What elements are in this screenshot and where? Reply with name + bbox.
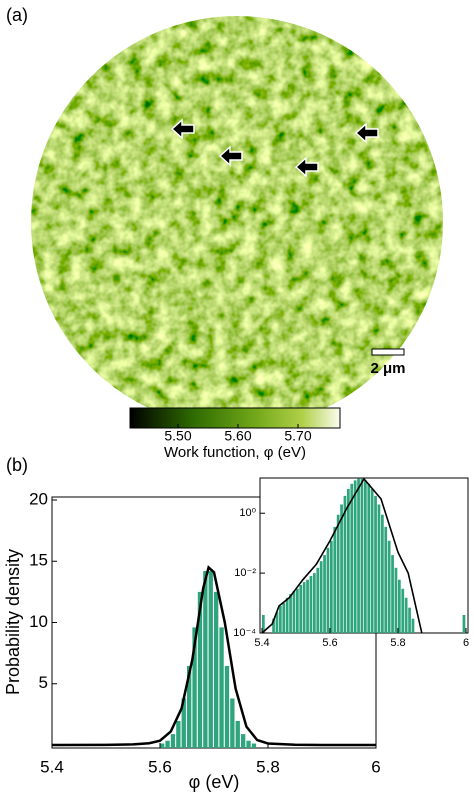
histogram-bar — [347, 488, 350, 633]
histogram-bar — [360, 478, 364, 633]
histogram-bar — [241, 734, 246, 748]
x-tick-label: 5.4 — [254, 637, 269, 649]
histogram-bar — [285, 597, 289, 633]
colorbar-tick-label: 5.60 — [224, 428, 251, 444]
colorbar-tick-label: 5.50 — [164, 428, 191, 444]
y-tick-label: 10⁻⁴ — [233, 627, 256, 639]
histogram-bar — [302, 582, 306, 633]
histogram-bar — [192, 627, 197, 748]
histogram-bar — [299, 585, 303, 633]
histogram-bar — [384, 526, 388, 633]
histogram-bar — [219, 627, 224, 748]
histogram-bar — [208, 571, 213, 748]
histogram-bar — [306, 579, 309, 633]
histogram-bar — [330, 540, 333, 633]
histogram-bar — [343, 495, 347, 633]
x-tick-label: 5.4 — [40, 757, 64, 776]
histogram-bar — [350, 483, 354, 633]
histogram-bar — [289, 594, 292, 633]
histogram-bar — [224, 665, 230, 748]
histogram-bar — [230, 698, 235, 748]
work-function-map — [31, 16, 443, 428]
histogram-bar — [160, 743, 165, 748]
y-tick-label: 10⁻² — [234, 567, 256, 579]
fit-line — [261, 477, 423, 634]
colorbar-tick-label: 5.70 — [284, 428, 311, 444]
x-tick-label: 5.6 — [148, 757, 172, 776]
histogram-bar — [333, 526, 337, 633]
histogram-bar — [246, 740, 251, 748]
x-axis-label: φ (eV) — [189, 772, 240, 792]
arrow — [354, 122, 379, 144]
histogram-bar — [296, 588, 299, 633]
histogram-bar — [272, 618, 275, 633]
panel-label: (b) — [6, 455, 28, 475]
histogram-bar — [176, 720, 181, 748]
histogram-bar — [391, 555, 394, 633]
histogram-bar — [394, 567, 398, 633]
histogram-bar — [279, 605, 282, 633]
histogram-bar — [251, 743, 257, 748]
histogram-bar — [235, 720, 240, 748]
histogram-bar — [214, 591, 219, 748]
histogram-bar — [170, 734, 176, 748]
histogram-bar — [262, 614, 265, 633]
y-tick-label: 20 — [29, 489, 48, 508]
y-tick-label: 10 — [29, 612, 48, 631]
x-tick-label: 5.8 — [256, 757, 280, 776]
scale-bar — [371, 348, 405, 356]
colorbar — [129, 407, 341, 429]
y-tick-label: 10⁰ — [239, 507, 256, 519]
histogram-bar — [316, 567, 320, 633]
x-tick-label: 6 — [463, 637, 469, 649]
histogram-bar — [367, 483, 371, 633]
histogram-bar — [181, 698, 186, 748]
histogram-bar — [292, 591, 296, 633]
histogram-bar — [357, 478, 360, 633]
histogram-bar — [374, 495, 377, 633]
histogram-bar — [203, 571, 208, 748]
arrow — [294, 156, 319, 178]
y-tick-label: 5 — [39, 673, 48, 692]
histogram-bar — [370, 488, 374, 633]
histogram-bar — [323, 555, 326, 633]
histogram-bar — [411, 618, 415, 633]
y-axis-label: Probability density — [3, 549, 23, 695]
histogram-bar — [326, 547, 330, 633]
arrow — [170, 118, 195, 140]
arrow — [218, 145, 243, 167]
histogram-bar — [309, 576, 313, 633]
histogram-bar — [381, 514, 384, 633]
histogram-bar — [364, 480, 367, 633]
histogram-bar — [398, 579, 401, 633]
histogram-bar — [377, 504, 381, 633]
histogram-bar — [408, 607, 411, 633]
scale-bar-label: 2 μm — [370, 360, 405, 377]
x-tick-label: 6 — [371, 757, 380, 776]
histogram-bar — [165, 740, 170, 748]
histogram-bar — [282, 603, 286, 633]
histogram-bar — [275, 612, 279, 633]
histogram-bar — [401, 588, 405, 633]
panel-label: (a) — [6, 5, 28, 25]
histogram-bar — [336, 514, 340, 633]
histogram-bar — [313, 573, 316, 633]
x-tick-label: 5.8 — [390, 637, 405, 649]
histogram-bar — [197, 591, 203, 748]
x-tick-label: 5.6 — [322, 637, 337, 649]
histogram-bar — [387, 540, 391, 633]
histogram-bar — [340, 504, 343, 633]
y-tick-label: 15 — [29, 551, 48, 570]
histogram-bar — [404, 597, 408, 633]
colorbar-label: Work function, φ (eV) — [164, 444, 306, 461]
arrows — [170, 118, 379, 178]
inset-chart: 5.4 5.6 5.8 6 10⁻⁴ 10⁻² 10⁰ — [233, 477, 469, 649]
histogram-bar — [187, 665, 192, 748]
histogram-bar — [353, 480, 357, 633]
histogram-bar — [319, 561, 323, 633]
histogram-bar — [462, 614, 466, 633]
